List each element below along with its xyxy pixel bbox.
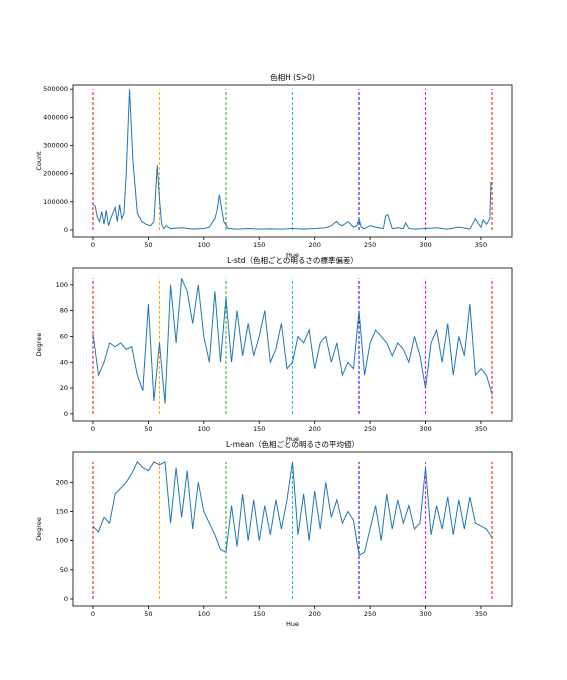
y-tick-label: 60 xyxy=(60,332,68,340)
x-axis-label: Hue xyxy=(286,620,299,628)
x-tick-label: 100 xyxy=(198,610,210,618)
x-tick-label: 300 xyxy=(419,610,431,618)
chart-title: 色相H (S>0) xyxy=(270,72,315,82)
y-axis-label: Degree xyxy=(35,517,43,541)
x-tick-label: 350 xyxy=(475,610,487,618)
y-tick-label: 500000 xyxy=(43,85,68,93)
data-line xyxy=(92,461,493,557)
y-tick-label: 40 xyxy=(60,358,68,366)
y-tick-label: 0 xyxy=(64,226,68,234)
y-tick-label: 100 xyxy=(56,281,68,289)
x-tick-label: 250 xyxy=(364,241,376,249)
x-axis-label: Hue xyxy=(286,435,299,443)
x-tick-label: 0 xyxy=(91,425,95,433)
x-tick-label: 50 xyxy=(144,241,152,249)
chart-title: L-mean（色相ごとの明るさの平均値） xyxy=(226,439,359,449)
y-tick-label: 100 xyxy=(56,537,68,545)
x-tick-label: 0 xyxy=(91,241,95,249)
y-tick-label: 0 xyxy=(64,595,68,603)
x-tick-label: 50 xyxy=(144,610,152,618)
y-tick-label: 200000 xyxy=(43,170,68,178)
y-tick-label: 20 xyxy=(60,384,68,392)
chart-title: L-std（色相ごとの明るさの標準偏差） xyxy=(227,255,358,265)
x-tick-label: 100 xyxy=(198,241,210,249)
x-tick-label: 200 xyxy=(308,425,320,433)
x-tick-label: 150 xyxy=(253,425,265,433)
x-tick-label: 150 xyxy=(253,241,265,249)
y-tick-label: 150 xyxy=(56,508,68,516)
x-tick-label: 200 xyxy=(308,610,320,618)
x-axis-label: Hue xyxy=(286,251,299,259)
x-tick-label: 350 xyxy=(475,241,487,249)
data-line xyxy=(92,89,492,230)
y-axis-label: Degree xyxy=(35,333,43,357)
x-tick-label: 350 xyxy=(475,425,487,433)
x-tick-label: 300 xyxy=(419,425,431,433)
y-axis-label: Count xyxy=(35,151,43,171)
y-tick-label: 0 xyxy=(64,410,68,418)
x-tick-label: 250 xyxy=(364,425,376,433)
y-tick-label: 80 xyxy=(60,307,68,315)
plot-area xyxy=(72,84,513,238)
y-tick-label: 200 xyxy=(56,478,68,486)
y-tick-label: 50 xyxy=(60,566,68,574)
data-line xyxy=(92,278,493,404)
x-tick-label: 100 xyxy=(198,425,210,433)
x-tick-label: 0 xyxy=(91,610,95,618)
y-tick-label: 400000 xyxy=(43,113,68,121)
x-tick-label: 50 xyxy=(144,425,152,433)
x-tick-label: 300 xyxy=(419,241,431,249)
x-tick-label: 150 xyxy=(253,610,265,618)
x-tick-label: 250 xyxy=(364,610,376,618)
x-tick-label: 200 xyxy=(308,241,320,249)
y-tick-label: 100000 xyxy=(43,198,68,206)
y-tick-label: 300000 xyxy=(43,142,68,150)
